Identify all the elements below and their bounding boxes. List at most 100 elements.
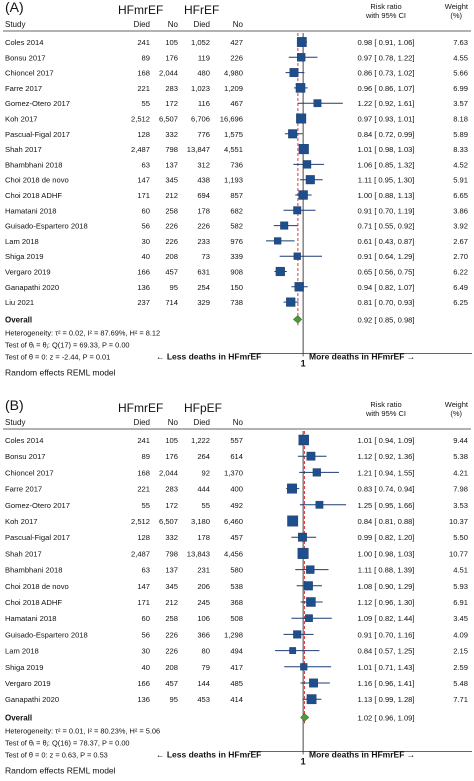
weight-text: 3.57 — [453, 99, 468, 108]
died-group2: 73 — [202, 252, 210, 261]
effect-square — [286, 297, 296, 307]
effect-square — [296, 113, 307, 124]
study-row: Farre 2017 221 283 444 400 0.83 [ 0.74, 0.94]… — [5, 483, 468, 494]
no-group2: 1,575 — [224, 130, 243, 139]
died-group1: 56 — [142, 630, 150, 639]
died-group2: 6,706 — [191, 115, 210, 124]
effect-square — [306, 451, 316, 461]
died-group1: 30 — [142, 647, 150, 656]
died-group2: 329 — [197, 298, 210, 307]
weight-text: 10.37 — [449, 517, 468, 526]
effect-square — [275, 266, 285, 277]
weight-text: 5.48 — [453, 679, 468, 688]
study-name: Farre 2017 — [5, 485, 42, 494]
no-group2: 580 — [230, 566, 243, 575]
study-name: Guisado-Espartero 2018 — [5, 630, 88, 639]
weight-text: 6.25 — [453, 298, 468, 307]
died-group1: 2,487 — [131, 549, 150, 558]
died-group2: 694 — [197, 191, 210, 200]
no-group1: 208 — [165, 252, 178, 261]
study-row: Shah 2017 2,487 798 13,843 4,456 1.00 [ 0.98,… — [5, 547, 468, 559]
ci-text: 0.99 [ 0.82, 1.20] — [358, 533, 415, 542]
ci-text: 1.00 [ 0.88, 1.13] — [358, 191, 415, 200]
weight-unit-header: (%) — [450, 409, 462, 418]
no-group2: 1,298 — [224, 630, 243, 639]
axis-tick-label: 1 — [301, 358, 306, 368]
overall-diamond — [292, 315, 303, 324]
no-group1: 137 — [165, 566, 178, 575]
study-name: Ganapathi 2020 — [5, 283, 59, 292]
no2-header: No — [233, 20, 244, 29]
died-group2: 13,843 — [187, 549, 210, 558]
study-row: Choi 2018 ADHF 171 212 694 857 1.00 [ 0.88, 1… — [5, 190, 468, 200]
no-group2: 857 — [230, 191, 243, 200]
study-name: Gomez-Otero 2017 — [5, 99, 70, 108]
no-group2: 4,551 — [224, 145, 243, 154]
died2-header: Died — [194, 418, 210, 427]
overall-label: Overall — [5, 315, 32, 324]
study-name: Coles 2014 — [5, 38, 43, 47]
no-group2: 467 — [230, 99, 243, 108]
no-group1: 798 — [165, 549, 178, 558]
study-row: Koh 2017 2,512 6,507 3,180 6,460 0.84 [ 0.81,… — [5, 515, 468, 527]
study-name: Shah 2017 — [5, 549, 42, 558]
study-name: Vergaro 2019 — [5, 268, 51, 277]
heterogeneity-text: Heterogeneity: τ² = 0.01, I² = 80.23%, H… — [5, 726, 160, 735]
no-group1: 95 — [170, 283, 178, 292]
no-group2: 614 — [230, 452, 243, 461]
panel-label: (B) — [5, 397, 24, 413]
weight-text: 7.71 — [453, 695, 468, 704]
no-group1: 95 — [170, 695, 178, 704]
study-row: Koh 2017 2,512 6,507 6,706 16,696 0.97 [ 0.93… — [5, 113, 468, 124]
study-row: Ganapathi 2020 136 95 254 150 0.94 [ 0.82, 1.… — [5, 282, 468, 292]
weight-text: 5.66 — [453, 69, 468, 78]
ci-text: 1.11 [ 0.88, 1.39] — [358, 566, 414, 575]
no-group1: 176 — [165, 53, 178, 62]
ci-text: 1.01 [ 0.71, 1.43] — [358, 663, 415, 672]
no-group2: 508 — [230, 614, 243, 623]
no-group2: 226 — [230, 53, 243, 62]
died-group2: 55 — [202, 501, 210, 510]
died-group2: 776 — [197, 130, 210, 139]
died1-header: Died — [134, 418, 150, 427]
no-group1: 208 — [165, 663, 178, 672]
effect-square — [312, 468, 321, 477]
ci-text: 0.94 [ 0.82, 1.07] — [358, 283, 415, 292]
weight-text: 4.09 — [453, 630, 468, 639]
effect-square — [298, 190, 308, 200]
ci-header: with 95% CI — [365, 409, 406, 418]
died-group1: 40 — [142, 663, 150, 672]
no-group1: 172 — [165, 501, 178, 510]
died-group2: 106 — [197, 614, 210, 623]
weight-header: Weight — [445, 400, 469, 409]
died-group2: 312 — [197, 160, 210, 169]
heterogeneity-text: Heterogeneity: τ² = 0.02, I² = 87.69%, H… — [5, 328, 160, 337]
study-name: Bonsu 2017 — [5, 452, 46, 461]
effect-square — [306, 597, 316, 607]
no-group2: 414 — [230, 695, 243, 704]
study-row: Coles 2014 241 105 1,052 427 0.98 [ 0.91, 1.0… — [5, 37, 468, 47]
study-name: Gomez-Otero 2017 — [5, 501, 70, 510]
ci-header: with 95% CI — [365, 11, 406, 20]
ci-text: 0.97 [ 0.93, 1.01] — [358, 115, 415, 124]
no2-header: No — [233, 418, 244, 427]
study-row: Coles 2014 241 105 1,222 557 1.01 [ 0.94, 1.0… — [5, 434, 468, 446]
died-group1: 166 — [137, 679, 150, 688]
overall-label: Overall — [5, 713, 32, 722]
effect-square — [300, 663, 308, 671]
no-group2: 150 — [230, 283, 243, 292]
died-group2: 79 — [202, 663, 210, 672]
died-group1: 221 — [137, 84, 150, 93]
ci-text: 1.12 [ 0.96, 1.30] — [358, 598, 415, 607]
died-group2: 1,222 — [191, 436, 210, 445]
died-group1: 60 — [142, 206, 150, 215]
died-group2: 178 — [197, 533, 210, 542]
weight-text: 10.77 — [449, 549, 468, 558]
ci-text: 0.86 [ 0.73, 1.02] — [358, 69, 415, 78]
study-name: Liu 2021 — [5, 298, 34, 307]
no-group2: 4,456 — [224, 549, 243, 558]
weight-text: 3.53 — [453, 501, 468, 510]
no-group1: 714 — [165, 298, 178, 307]
study-row: Shiga 2019 40 208 79 417 1.01 [ 0.71, 1.43] 2.… — [5, 663, 468, 672]
died-group2: 206 — [197, 582, 210, 591]
